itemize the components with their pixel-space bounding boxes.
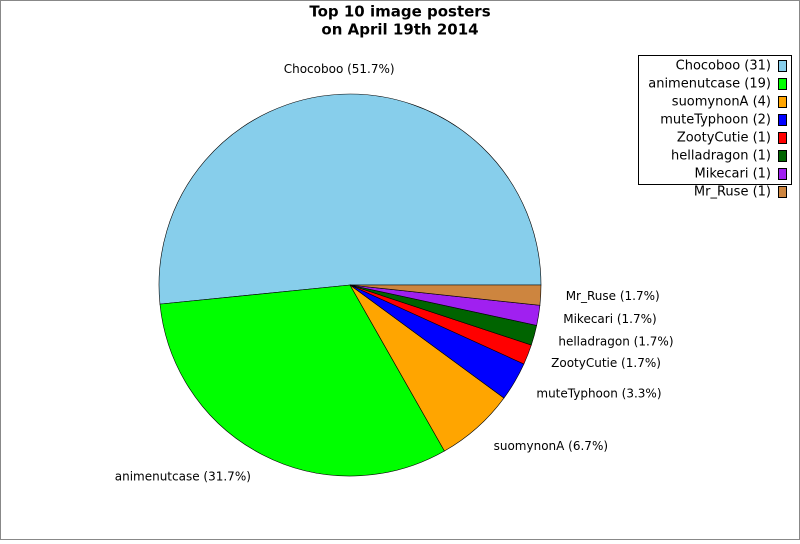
legend-box (638, 55, 792, 185)
legend-swatch (778, 60, 787, 72)
slice-label: Chocoboo (51.7%) (284, 62, 395, 76)
slice-label: suomynonA (6.7%) (494, 439, 608, 453)
chart-subtitle: on April 19th 2014 (321, 21, 478, 39)
slice-label: muteTyphoon (3.3%) (536, 387, 661, 401)
legend-label: muteTyphoon (2) (660, 113, 771, 128)
slice-label: animenutcase (31.7%) (115, 469, 251, 483)
pie-slice (349, 284, 542, 306)
legend-label: Chocoboo (31) (676, 59, 771, 74)
legend-swatch (778, 114, 787, 126)
pie-slice (159, 284, 445, 477)
slice-label: Mikecari (1.7%) (563, 312, 656, 326)
legend-swatch (778, 96, 787, 108)
legend-label: helladragon (1) (671, 149, 771, 164)
legend-swatch (778, 150, 787, 162)
chart-title: Top 10 image posters (309, 3, 490, 21)
slice-label: ZootyCutie (1.7%) (551, 356, 661, 370)
legend-label: Mr_Ruse (1) (694, 185, 771, 200)
pie-slice (158, 93, 542, 305)
slice-label: helladragon (1.7%) (558, 334, 673, 348)
legend-swatch (778, 186, 787, 198)
legend-label: ZootyCutie (1) (677, 131, 771, 146)
legend-label: animenutcase (19) (648, 77, 771, 92)
legend-swatch (778, 168, 787, 180)
legend-label: suomynonA (4) (672, 95, 771, 110)
slice-label: Mr_Ruse (1.7%) (566, 289, 660, 303)
legend-label: Mikecari (1) (694, 167, 771, 182)
legend-swatch (778, 78, 787, 90)
legend-swatch (778, 132, 787, 144)
